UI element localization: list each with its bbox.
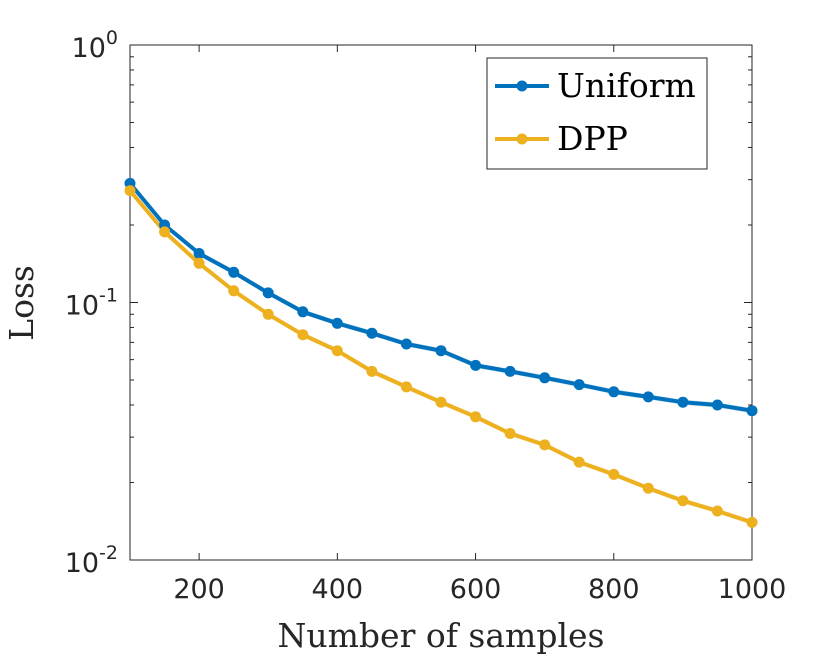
data-point-uniform — [746, 405, 758, 417]
legend: Uniform DPP — [486, 57, 708, 170]
data-point-dpp — [711, 505, 723, 517]
x-tick-label: 400 — [312, 574, 364, 605]
data-point-uniform — [228, 266, 240, 278]
y-axis-title: Loss — [2, 265, 41, 341]
data-point-uniform — [642, 391, 654, 403]
data-point-dpp — [159, 226, 171, 238]
x-tick-label: 200 — [173, 574, 225, 605]
data-point-dpp — [262, 308, 274, 320]
data-point-dpp — [366, 365, 378, 377]
data-point-uniform — [573, 379, 585, 391]
data-point-dpp — [435, 396, 447, 408]
data-point-uniform — [539, 372, 551, 384]
legend-marker-dpp — [516, 133, 528, 145]
data-point-uniform — [297, 306, 309, 318]
data-point-uniform — [711, 399, 723, 411]
y-tick-label: 10-2 — [65, 542, 118, 579]
data-point-dpp — [504, 428, 516, 439]
data-point-dpp — [124, 185, 136, 197]
legend-box — [486, 57, 708, 170]
data-point-dpp — [470, 411, 482, 423]
data-point-dpp — [608, 468, 620, 480]
y-tick-label: 100 — [72, 27, 118, 64]
data-point-uniform — [193, 248, 205, 259]
y-tick-label: 10-1 — [65, 285, 118, 322]
data-point-uniform — [400, 338, 412, 350]
x-tick-label: 800 — [588, 574, 640, 605]
data-point-dpp — [193, 257, 205, 269]
data-point-uniform — [331, 317, 343, 329]
data-point-uniform — [470, 359, 482, 371]
data-point-uniform — [435, 345, 447, 357]
x-tick-label: 1000 — [718, 574, 787, 605]
data-point-dpp — [677, 495, 689, 507]
data-point-dpp — [400, 381, 412, 393]
legend-marker-uniform — [516, 80, 528, 92]
data-point-uniform — [608, 386, 620, 398]
data-point-dpp — [228, 285, 240, 297]
data-point-uniform — [366, 327, 378, 339]
data-point-dpp — [297, 329, 309, 341]
x-axis-title: Number of samples — [278, 616, 605, 655]
data-point-dpp — [642, 482, 654, 494]
data-point-uniform — [677, 396, 689, 408]
legend-label-uniform: Uniform — [557, 66, 696, 105]
data-point-uniform — [504, 365, 516, 377]
data-point-dpp — [539, 439, 551, 451]
x-tick-label: 600 — [450, 574, 502, 605]
legend-label-dpp: DPP — [557, 119, 628, 158]
data-point-dpp — [746, 516, 758, 528]
data-point-dpp — [331, 345, 343, 357]
data-point-uniform — [262, 287, 274, 299]
data-point-dpp — [573, 456, 585, 468]
